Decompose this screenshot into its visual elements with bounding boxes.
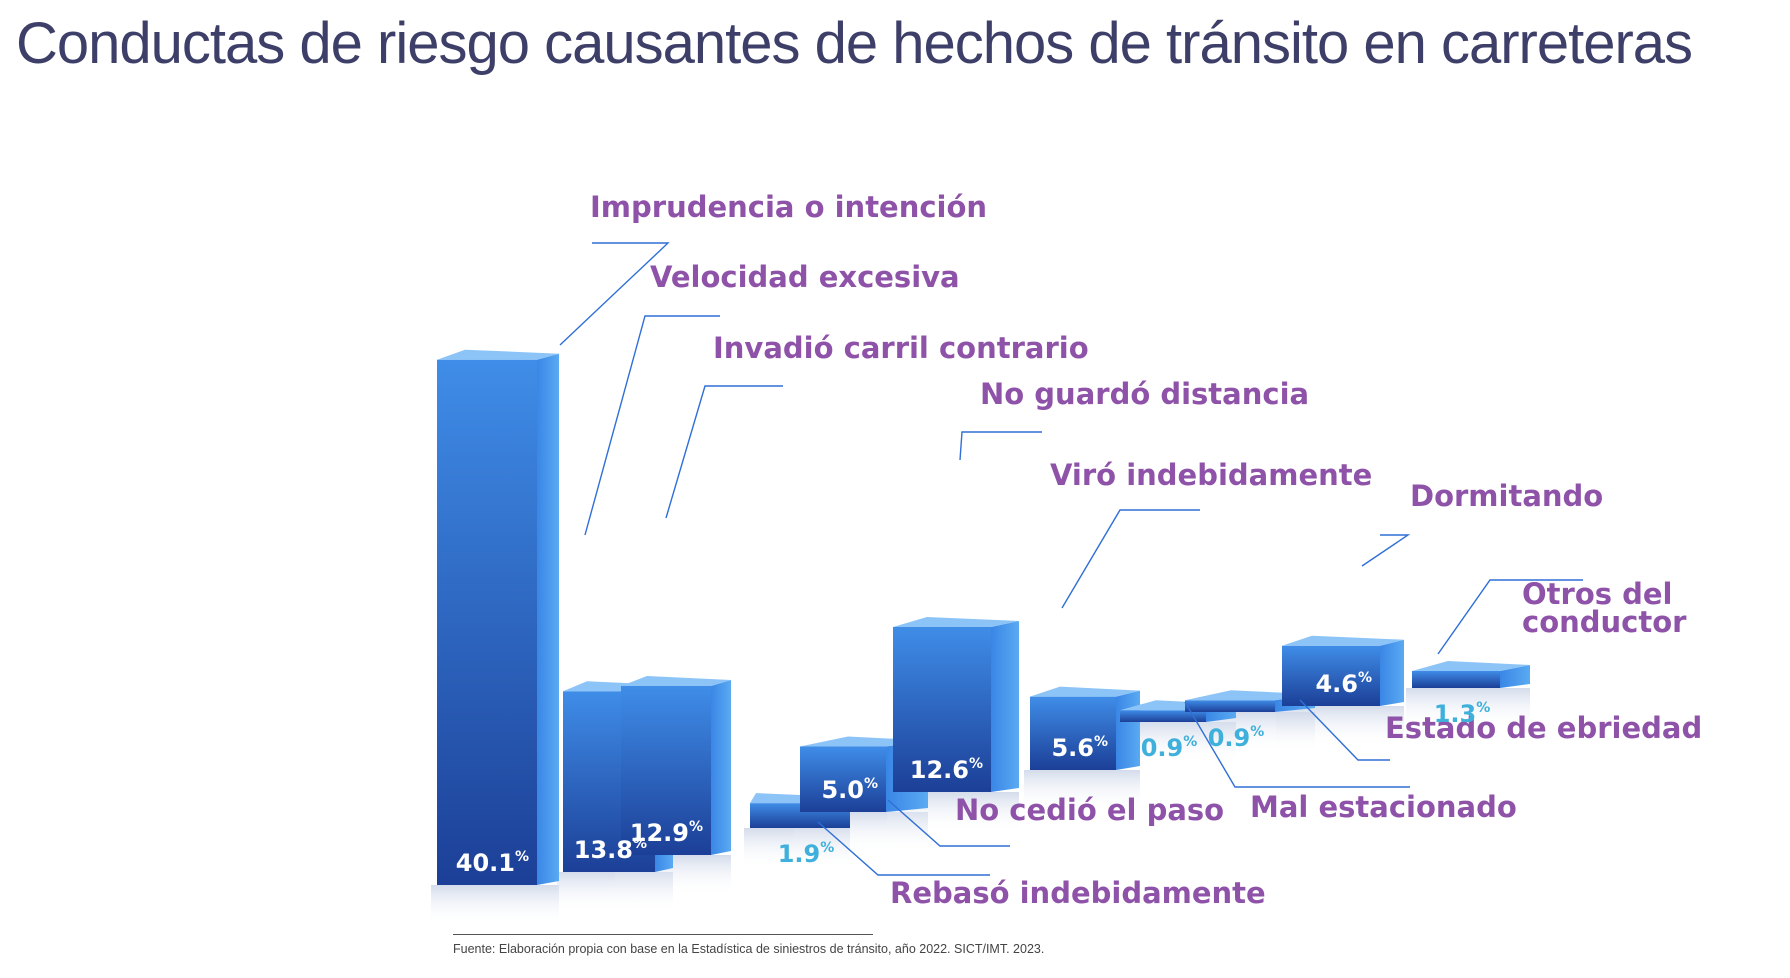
bar-side-face <box>537 353 559 885</box>
category-label: Otros del conductor <box>1522 577 1687 639</box>
category-label: Mal estacionado <box>1250 790 1517 824</box>
leader-line <box>1299 699 1390 761</box>
bar-side-face <box>1380 639 1404 706</box>
bar-front-face <box>800 746 886 812</box>
bar-top-face <box>893 616 1019 627</box>
value-label: 4.6% <box>1315 670 1372 698</box>
value-label: 1.9% <box>778 840 835 868</box>
bar-top-face <box>1030 686 1140 697</box>
bar-top-face <box>1282 635 1404 646</box>
bar-side-face <box>1500 664 1530 688</box>
value-label: 13.8% <box>574 836 647 864</box>
bar-top-face <box>621 676 731 687</box>
category-label: Viró indebidamente <box>1050 458 1372 492</box>
bar-front-face <box>1030 696 1116 770</box>
leader-line <box>817 821 990 876</box>
leader-line <box>959 431 1042 461</box>
leader-line <box>887 799 1010 847</box>
category-label: Dormitando <box>1410 479 1603 513</box>
value-label: 1.3% <box>1434 700 1491 728</box>
category-label: Imprudencia o intención <box>590 190 987 224</box>
bar-imprudencia-o-intencion <box>437 349 559 885</box>
bar-side-face <box>711 680 731 855</box>
bars-group <box>437 349 1530 885</box>
bar-otros-del-conductor <box>1412 660 1530 688</box>
bar-top-face <box>437 349 559 360</box>
bar-dormitando <box>1282 635 1404 706</box>
leader-line <box>584 315 720 536</box>
category-label: Invadió carril contrario <box>713 331 1089 365</box>
bar-invadio-carril-contrario <box>621 676 731 855</box>
category-labels-group: Imprudencia o intención Velocidad excesiv… <box>590 190 1702 910</box>
bar-front-face <box>621 686 711 855</box>
value-label: 12.6% <box>910 756 983 784</box>
category-label: Velocidad excesiva <box>650 260 960 294</box>
leader-line <box>1061 509 1200 609</box>
category-label: No guardó distancia <box>980 377 1309 411</box>
bar-front-face <box>893 626 991 792</box>
category-label: No cedió el paso <box>955 793 1224 827</box>
bar-side-face <box>1116 690 1140 770</box>
bar-top-face <box>1412 660 1530 671</box>
bar-front-face <box>1282 645 1380 706</box>
value-label: 5.0% <box>821 776 878 804</box>
bar-reflection <box>431 885 559 925</box>
bar-reflection <box>1276 706 1404 746</box>
chart-title: Conductas de riesgo causantes de hechos … <box>16 11 1693 76</box>
bar-reflection <box>1406 688 1530 728</box>
value-label: 40.1% <box>456 849 529 877</box>
value-label: 0.9% <box>1141 734 1198 762</box>
category-label: Estado de ebriedad <box>1385 711 1702 745</box>
leader-line <box>1361 534 1411 567</box>
leader-line <box>1184 701 1410 788</box>
leader-line <box>665 385 783 519</box>
value-label: 0.9% <box>1208 724 1265 752</box>
leader-line <box>559 242 670 346</box>
bar-front-face <box>437 359 537 885</box>
bar-front-face <box>1185 700 1275 712</box>
source-note: Fuente: Elaboración propia con base en l… <box>453 942 1045 956</box>
bar-front-face <box>1120 710 1206 722</box>
value-label: 5.6% <box>1051 734 1108 762</box>
bar-front-face <box>1412 670 1500 688</box>
bar-reflection <box>1024 770 1140 810</box>
leader-lines-group <box>559 242 1583 876</box>
value-labels-group: 40.1% 13.8%12.9% 1.9% 5.0% 12.6% 5.6% 0.9% 0.9%… <box>456 670 1491 877</box>
bar-no-guardo-distancia <box>893 616 1019 792</box>
value-label: 12.9% <box>630 819 703 847</box>
category-label: Rebasó indebidamente <box>890 876 1266 910</box>
source-divider <box>453 934 873 935</box>
leader-line <box>1437 579 1583 655</box>
bar-side-face <box>991 620 1019 792</box>
